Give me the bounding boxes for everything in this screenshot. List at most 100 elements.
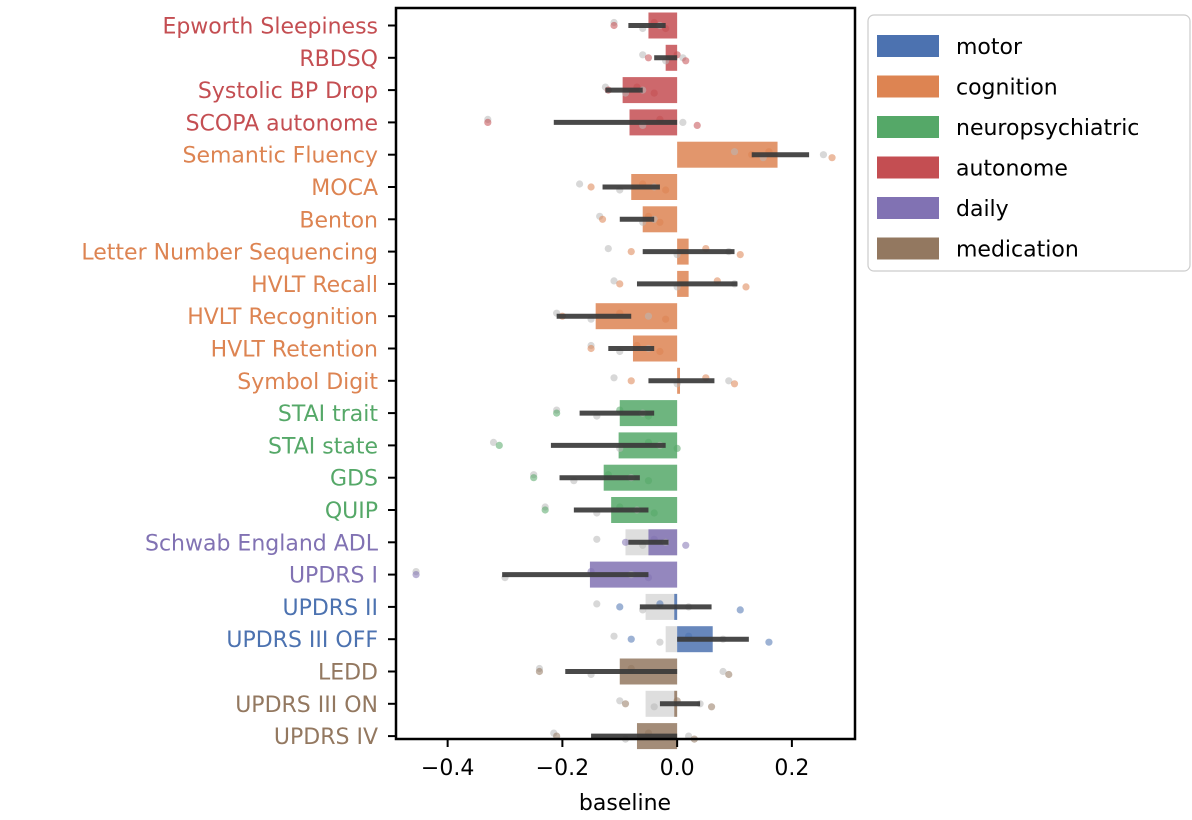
data-point [656, 638, 664, 646]
data-point [412, 571, 420, 579]
category-label: HVLT Recognition [187, 305, 378, 330]
data-point [616, 697, 624, 705]
data-point [627, 635, 635, 643]
category-label: Symbol Digit [237, 370, 378, 395]
data-point [707, 703, 716, 711]
plot-frame [394, 6, 857, 741]
category-label: Epworth Sleepiness [162, 15, 378, 40]
data-point [621, 700, 630, 708]
data-point [682, 541, 690, 549]
data-point [593, 600, 601, 608]
data-point [621, 538, 630, 546]
data-point [819, 151, 828, 159]
data-point [693, 121, 701, 129]
baseline-bar [665, 626, 678, 653]
data-point [576, 180, 584, 188]
category-label: UPDRS I [289, 564, 378, 589]
data-point [610, 374, 618, 382]
data-point [644, 312, 653, 320]
legend-label: autonome [956, 157, 1068, 182]
data-point [730, 380, 739, 388]
x-tick-label: 0.2 [774, 756, 809, 781]
category-label: SCOPA autonome [186, 111, 378, 136]
data-point [535, 667, 544, 676]
category-label: Benton [299, 208, 378, 233]
data-point [656, 218, 664, 226]
data-point [656, 347, 664, 356]
legend-label: motor [956, 35, 1023, 60]
data-point [627, 377, 635, 385]
legend-label: cognition [956, 76, 1058, 101]
category-label: RBDSQ [299, 47, 378, 72]
data-point [489, 438, 498, 446]
legend-swatch [877, 116, 939, 138]
category-label: LEDD [318, 661, 378, 686]
data-point [587, 344, 595, 353]
data-point [662, 315, 670, 323]
category-label: GDS [330, 467, 378, 492]
legend-swatch [877, 197, 939, 219]
x-tick-label: 0.0 [660, 756, 695, 781]
data-point [604, 245, 612, 253]
data-point [616, 280, 624, 288]
legend-swatch [877, 35, 939, 57]
data-point [725, 670, 733, 679]
x-axis-label: baseline [579, 791, 671, 816]
category-labels: Epworth Sleepiness RBDSQ Systolic BP Drop S… [81, 15, 396, 750]
data-point [598, 215, 607, 223]
data-point [742, 283, 750, 291]
category-label: QUIP [325, 499, 378, 524]
category-label: UPDRS III OFF [226, 628, 378, 653]
data-point [828, 154, 836, 162]
data-point [541, 506, 549, 514]
data-point [644, 54, 653, 62]
category-label: STAI state [268, 434, 378, 459]
legend-swatch [877, 75, 939, 98]
data-point [650, 703, 658, 711]
bars-layer [412, 12, 836, 750]
data-point [765, 638, 773, 646]
data-point [627, 248, 635, 256]
category-label: Systolic BP Drop [198, 79, 378, 104]
legend: motor cognition neuropsychiatric autonome da… [867, 14, 1191, 272]
category-label: UPDRS II [282, 596, 378, 621]
legend-label: medication [956, 238, 1079, 263]
category-label: MOCA [311, 176, 378, 201]
data-point [719, 667, 727, 676]
data-point [644, 477, 653, 485]
legend-swatch [877, 156, 939, 179]
data-point [530, 474, 538, 482]
data-point [662, 186, 670, 194]
category-label: STAI trait [278, 402, 378, 427]
legend-label: daily [956, 197, 1009, 222]
category-label: HVLT Retention [211, 338, 378, 363]
category-label: UPDRS IV [274, 725, 378, 750]
data-point [484, 118, 492, 126]
data-point [673, 444, 681, 452]
legend-frame [867, 14, 1191, 272]
data-point [682, 57, 690, 65]
data-point [587, 183, 595, 191]
category-label: Letter Number Sequencing [81, 241, 378, 266]
category-label: HVLT Recall [251, 273, 378, 298]
legend-label: neuropsychiatric [956, 116, 1139, 141]
data-point [553, 409, 561, 417]
x-tick-label: −0.2 [536, 756, 589, 781]
data-point [610, 21, 618, 30]
x-tick-label: −0.4 [421, 756, 474, 781]
data-point [639, 51, 647, 59]
data-point [616, 603, 624, 611]
data-point [736, 251, 744, 259]
data-point [736, 606, 744, 614]
x-axis: −0.4 −0.2 0.0 0.2 [421, 739, 809, 781]
category-label: Semantic Fluency [183, 144, 379, 169]
data-point [650, 509, 658, 517]
category-label: UPDRS III ON [235, 693, 378, 718]
data-point [679, 118, 687, 126]
legend-swatch [877, 237, 939, 260]
category-label: Schwab England ADL [145, 531, 379, 556]
data-point [725, 377, 733, 385]
data-point [650, 89, 658, 97]
